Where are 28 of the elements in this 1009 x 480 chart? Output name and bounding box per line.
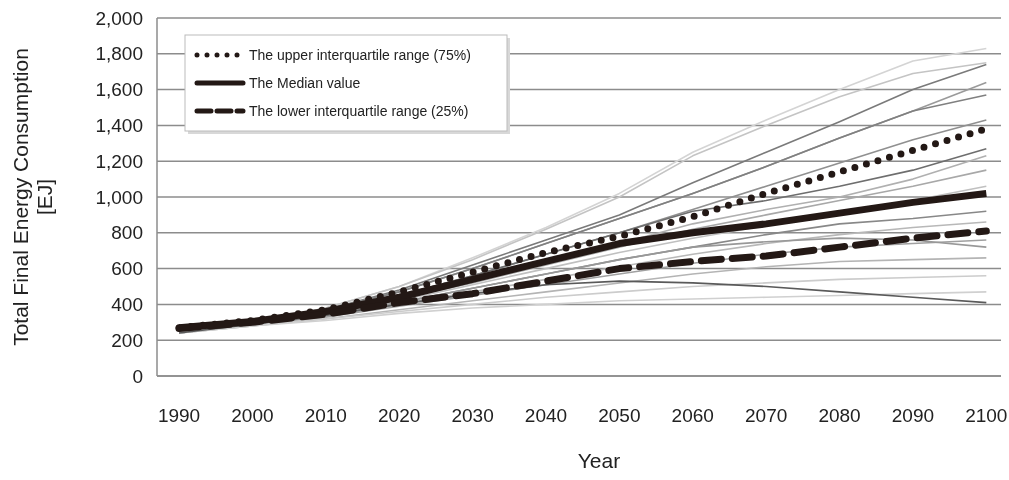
x-tick-label: 2090 [891,405,935,426]
x-axis-title: Year [577,449,621,472]
x-tick-label: 2060 [671,405,714,426]
y-tick-label: 1,600 [95,79,143,101]
x-tick-label: 2040 [524,405,568,426]
y-tick-label: 0 [132,365,143,387]
x-tick-label: 2080 [818,405,861,426]
x-tick-label: 2100 [965,405,1008,426]
legend-label: The upper interquartile range (75%) [249,46,471,63]
legend-label: The lower interquartile range (25%) [249,102,469,119]
y-tick-label: 400 [111,294,143,316]
y-axis-title: Total Final Energy Consumption [EJ] [9,48,57,346]
y-tick-label: 1,000 [95,186,143,208]
y-tick-label: 2,000 [95,7,143,29]
y-tick-label: 800 [111,222,143,244]
y-tick-label: 1,200 [95,150,143,172]
x-tick-label: 2070 [745,405,788,426]
y-tick-label: 1,800 [95,43,143,65]
x-tick-label: 1990 [157,405,201,426]
y-tick-label: 600 [111,258,143,280]
x-tick-label: 2020 [378,405,421,426]
x-tick-label: 2050 [598,405,641,426]
y-tick-label: 1,400 [95,115,143,137]
y-tick-label: 200 [111,329,143,351]
legend-label: The Median value [249,74,361,91]
x-tick-label: 2010 [304,405,347,426]
x-tick-label: 2000 [231,405,274,426]
x-tick-label: 2030 [451,405,494,426]
